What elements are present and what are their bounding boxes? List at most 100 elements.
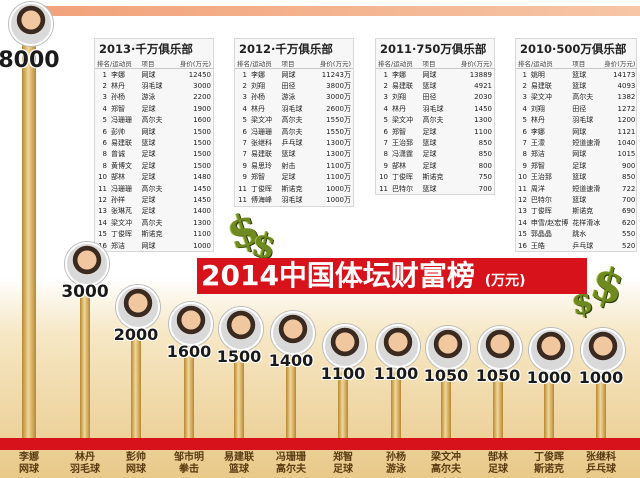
table-row: 10 王治郅 篮球 850	[516, 172, 637, 183]
sport-cell: 篮球	[422, 82, 437, 91]
table-row: 1 姚明 篮球 14173	[516, 69, 637, 81]
value-cell: 1550万	[326, 116, 351, 125]
club-table-grid: 排名/运动员 项目 身价(万元) 1 李娜 网球 12450 2 林丹 羽毛球 3000 3 孙杨 游泳 2…	[95, 58, 213, 251]
athlete-avatar	[65, 242, 109, 286]
athlete-cell: 刘翔	[530, 104, 545, 113]
athlete-sport: 网球	[126, 464, 146, 475]
wealth-bar	[441, 373, 451, 438]
sport-cell: 足球	[422, 150, 437, 159]
athlete-cell: 梁文冲	[530, 93, 552, 102]
column-header: 排名/运动员	[95, 58, 140, 69]
bar-value-label: 8000	[0, 48, 60, 73]
value-cell: 1000万	[326, 195, 351, 204]
sport-cell: 羽毛球	[572, 116, 594, 125]
athlete-avatar	[478, 325, 522, 370]
value-cell: 1100万	[326, 161, 351, 170]
value-cell: 700	[478, 184, 492, 193]
sport-cell: 短道速滑	[572, 184, 601, 193]
athlete-sport: 乒乓球	[586, 464, 616, 475]
value-cell: 4093	[617, 82, 636, 91]
sport-cell: 羽毛球	[281, 104, 303, 113]
table-row: 2 易建联 篮球 4921	[376, 80, 494, 91]
value-cell: 1100	[474, 127, 492, 136]
athlete-avatar	[169, 302, 213, 347]
value-cell: 520	[621, 241, 636, 250]
athlete-cell: 彭帅	[111, 127, 125, 136]
athlete-cell: 郑智	[111, 104, 125, 113]
value-cell: 1500	[193, 150, 211, 159]
column-header: 项目	[420, 58, 452, 69]
table-row: 11 巴特尔 篮球 700	[376, 183, 494, 194]
sport-cell: 高尔夫	[572, 93, 594, 102]
value-cell: 1100万	[326, 173, 351, 182]
sport-cell: 网球	[141, 241, 156, 250]
athlete-sport: 高尔夫	[431, 464, 461, 475]
table-row: 5 林丹 羽毛球 1200	[516, 115, 637, 126]
rank-cell: 3	[102, 93, 107, 102]
athlete-sport: 足球	[333, 464, 353, 475]
athlete-name-block: 邹市明 拳击	[163, 452, 215, 476]
athlete-cell: 易建联	[392, 82, 413, 91]
value-cell: 1382	[617, 93, 636, 102]
table-row: 10 丁俊晖 斯诺克 750	[376, 172, 494, 183]
athlete-cell: 申雪/赵宏博	[530, 218, 569, 227]
rank-cell: 15	[518, 230, 527, 239]
sport-cell: 足球	[141, 207, 156, 216]
sport-cell: 高尔夫	[141, 116, 163, 125]
athlete-name-block: 冯珊珊 高尔夫	[265, 452, 317, 476]
value-cell: 1300	[474, 116, 492, 125]
wealth-bar	[131, 333, 141, 438]
value-cell: 13889	[469, 70, 492, 79]
table-row: 10 郜林 足球 1480	[95, 172, 213, 183]
sport-cell: 花样滑冰	[572, 218, 601, 227]
athlete-cell: 丁俊晖	[111, 230, 132, 239]
sport-cell: 乒乓球	[572, 241, 594, 250]
athlete-name-block: 郑智 足球	[317, 452, 369, 476]
column-header: 身价(万元)	[602, 58, 638, 69]
rank-cell: 5	[383, 116, 388, 125]
value-cell: 14173	[613, 70, 636, 79]
club-table-title: 2013·千万俱乐部	[99, 42, 193, 56]
athlete-name: 彭帅	[126, 452, 146, 463]
value-cell: 1015	[617, 150, 636, 159]
athlete-cell: 张琳芃	[111, 207, 132, 216]
sport-cell: 斯诺克	[141, 230, 163, 239]
athlete-cell: 刘翔	[251, 82, 265, 91]
table-row: 7 张继科 乒乓球 1300万	[235, 137, 353, 148]
table-row: 6 易建联 篮球 1500	[95, 137, 213, 148]
bar-value-label: 1050	[423, 365, 469, 385]
sport-cell: 跳水	[572, 230, 587, 239]
rank-cell: 15	[98, 230, 107, 239]
athlete-name: 郑智	[333, 452, 353, 463]
value-cell: 700	[621, 195, 636, 204]
value-cell: 1500	[193, 127, 211, 136]
table-row: 1 李娜 网球 12450	[95, 69, 213, 81]
athlete-cell: 郭晶晶	[530, 230, 552, 239]
table-row: 5 梁文冲 高尔夫 1550万	[235, 115, 353, 126]
athlete-avatar	[323, 323, 367, 368]
chart-unit: (万元)	[484, 273, 526, 289]
club-table: 2012·千万俱乐部 排名/运动员 项目 身价(万元) 1 李娜 网球 11243万 2 刘翔 田径…	[234, 38, 354, 207]
sport-cell: 篮球	[572, 70, 587, 79]
athlete-name: 梁文冲	[431, 452, 461, 463]
club-table-title: 2011·750万俱乐部	[380, 42, 487, 56]
value-cell: 3800万	[326, 82, 351, 91]
athlete-cell: 梁文冲	[111, 218, 132, 227]
club-table-grid: 排名/运动员 项目 身价(万元) 1 李娜 网球 11243万 2 刘翔 田径 3800万 3 孙杨 游泳…	[235, 58, 353, 206]
club-table: 2013·千万俱乐部排名/运动员 项目 身价(万元) 1 李娜 网球 12450 2 林丹 羽毛球…	[94, 38, 214, 253]
table-row: 11 冯珊珊 高尔夫 1450	[95, 183, 213, 194]
wealth-bar	[544, 376, 554, 438]
value-cell: 2600万	[326, 104, 351, 113]
sport-cell: 篮球	[422, 139, 437, 148]
sport-cell: 足球	[141, 173, 156, 182]
athlete-name-block: 丁俊晖 斯诺克	[523, 452, 575, 476]
rank-cell: 8	[102, 150, 107, 159]
sport-cell: 篮球	[141, 139, 156, 148]
table-row: 2 刘翔 田径 3800万	[235, 80, 353, 91]
athlete-cell: 丁俊晖	[530, 207, 552, 216]
wealth-bar	[80, 290, 90, 438]
athlete-cell: 林丹	[111, 82, 125, 91]
table-row: 4 刘翔 田径 1272	[516, 103, 637, 114]
table-row: 13 丁俊晖 斯诺克 690	[516, 206, 637, 217]
value-cell: 11243万	[321, 70, 351, 79]
